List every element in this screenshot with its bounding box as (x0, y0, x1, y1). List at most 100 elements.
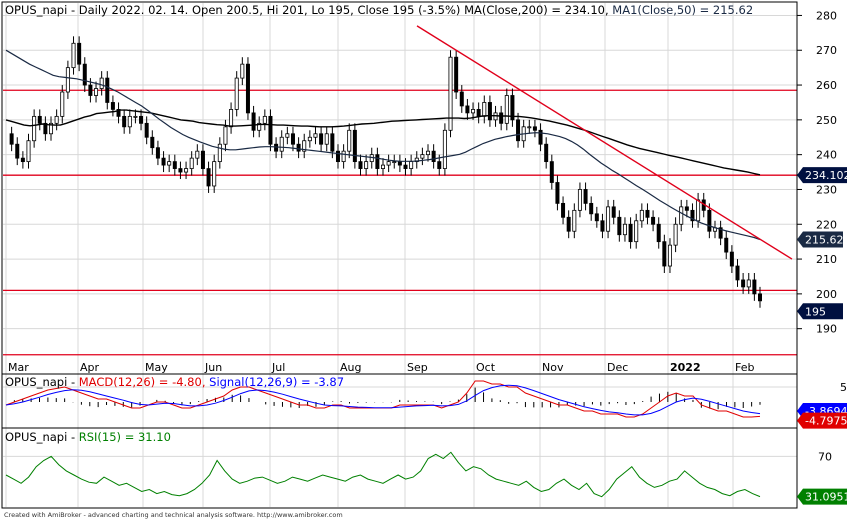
rsi-line (5, 451, 761, 498)
y-tick-label: 260 (816, 79, 837, 92)
candle-body (679, 206, 684, 225)
candle-body (139, 115, 144, 124)
candle-body (577, 189, 582, 211)
candle-body (32, 115, 37, 142)
candle-body (229, 109, 234, 128)
candle-body (639, 209, 644, 222)
candle-body (403, 164, 408, 169)
candle-body (600, 220, 605, 232)
candle-body (285, 133, 290, 138)
candle-body (589, 202, 594, 215)
candle-body (60, 91, 65, 117)
candle-body (634, 220, 639, 243)
candle-body (99, 77, 104, 89)
candle-body (696, 199, 701, 222)
candle-body (583, 189, 588, 204)
candle-body (234, 77, 239, 110)
candle-body (746, 279, 751, 288)
x-tick-label: Jun (204, 361, 222, 374)
candle-body (184, 168, 189, 173)
ma50-line (5, 49, 761, 241)
candle-body (758, 293, 763, 302)
candle-body (172, 161, 177, 169)
candle-body (133, 115, 138, 118)
candle-body (302, 140, 307, 152)
candle-body (335, 150, 340, 163)
candle-body (37, 115, 42, 124)
candle-body (375, 154, 380, 169)
candle-body (741, 279, 746, 288)
y-tick-label: 280 (816, 9, 837, 22)
candle-body (262, 115, 267, 124)
candle-body (651, 216, 656, 225)
y-tick-label: 220 (816, 218, 837, 231)
macd-value-tag-text: -4.79758 (805, 415, 850, 428)
candle-body (448, 56, 453, 131)
candle-body (499, 112, 504, 124)
candle-body (718, 227, 723, 239)
candle-body (656, 223, 661, 243)
ma200-value-tag: 234.102 (797, 167, 850, 184)
candle-body (251, 112, 256, 131)
candle-body (330, 133, 335, 152)
y-tick-label: 190 (816, 323, 837, 336)
candle-body (150, 136, 155, 149)
candle-body (617, 216, 622, 236)
candle-body (189, 157, 194, 169)
candle-body (105, 77, 110, 103)
candle-body (155, 147, 160, 159)
x-tick-label: Mar (8, 361, 29, 374)
candle-body (386, 161, 391, 166)
candle-body (414, 157, 419, 163)
candle-body (324, 133, 329, 145)
candle-body (20, 157, 25, 163)
candle-body (195, 150, 200, 159)
ma50-value-tag-text: 215.62 (805, 234, 844, 247)
candle-body (532, 126, 537, 131)
candle-body (358, 161, 363, 169)
candle-body (392, 161, 397, 164)
candle-body (290, 133, 295, 145)
candle-body (240, 63, 245, 79)
candle-body (122, 115, 127, 128)
x-tick-label: Sep (407, 361, 428, 374)
candle-body (606, 206, 611, 232)
x-tick-label: Dec (607, 361, 628, 374)
candle-body (94, 88, 99, 96)
ma50-value-tag-bg (797, 231, 843, 248)
candle-body (516, 119, 521, 142)
x-tick-label: Aug (340, 361, 361, 374)
candle-body (707, 209, 712, 232)
candle-body (82, 63, 87, 86)
candle-body (296, 143, 301, 152)
candle-body (313, 133, 318, 138)
candle-body (465, 105, 470, 114)
downtrend-line (416, 25, 793, 260)
macd-label: MACD(12,26) = -4.80, (79, 375, 209, 389)
candle-body (116, 109, 121, 117)
ma200-line (5, 109, 761, 176)
candle-body (245, 63, 250, 114)
candle-body (594, 213, 599, 222)
candle-body (161, 157, 166, 166)
candle-body (752, 279, 757, 295)
candle-body (442, 129, 447, 169)
y-tick-label: 230 (816, 183, 837, 196)
candle-body (279, 136, 284, 152)
candle-body (54, 115, 59, 124)
footer-credit: Created with AmiBroker - advanced charti… (4, 511, 343, 519)
candle-body (667, 244, 672, 267)
x-tick-label: Nov (542, 361, 564, 374)
signal-line (5, 384, 761, 416)
candle-body (223, 126, 228, 145)
macd-value-tag-bg (797, 412, 847, 429)
rsi-label: RSI(15) = 31.10 (79, 430, 171, 444)
rsi-header: OPUS_napi - RSI(15) = 31.10 (5, 430, 171, 444)
candle-body (476, 109, 481, 117)
candle-body (88, 84, 93, 96)
candle-body (426, 150, 431, 156)
candle-body (690, 209, 695, 222)
close-value-tag: 195 (797, 303, 843, 320)
ma50-label: MA1(Close,50) = 215.62 (612, 3, 753, 17)
candle-body (364, 161, 369, 169)
